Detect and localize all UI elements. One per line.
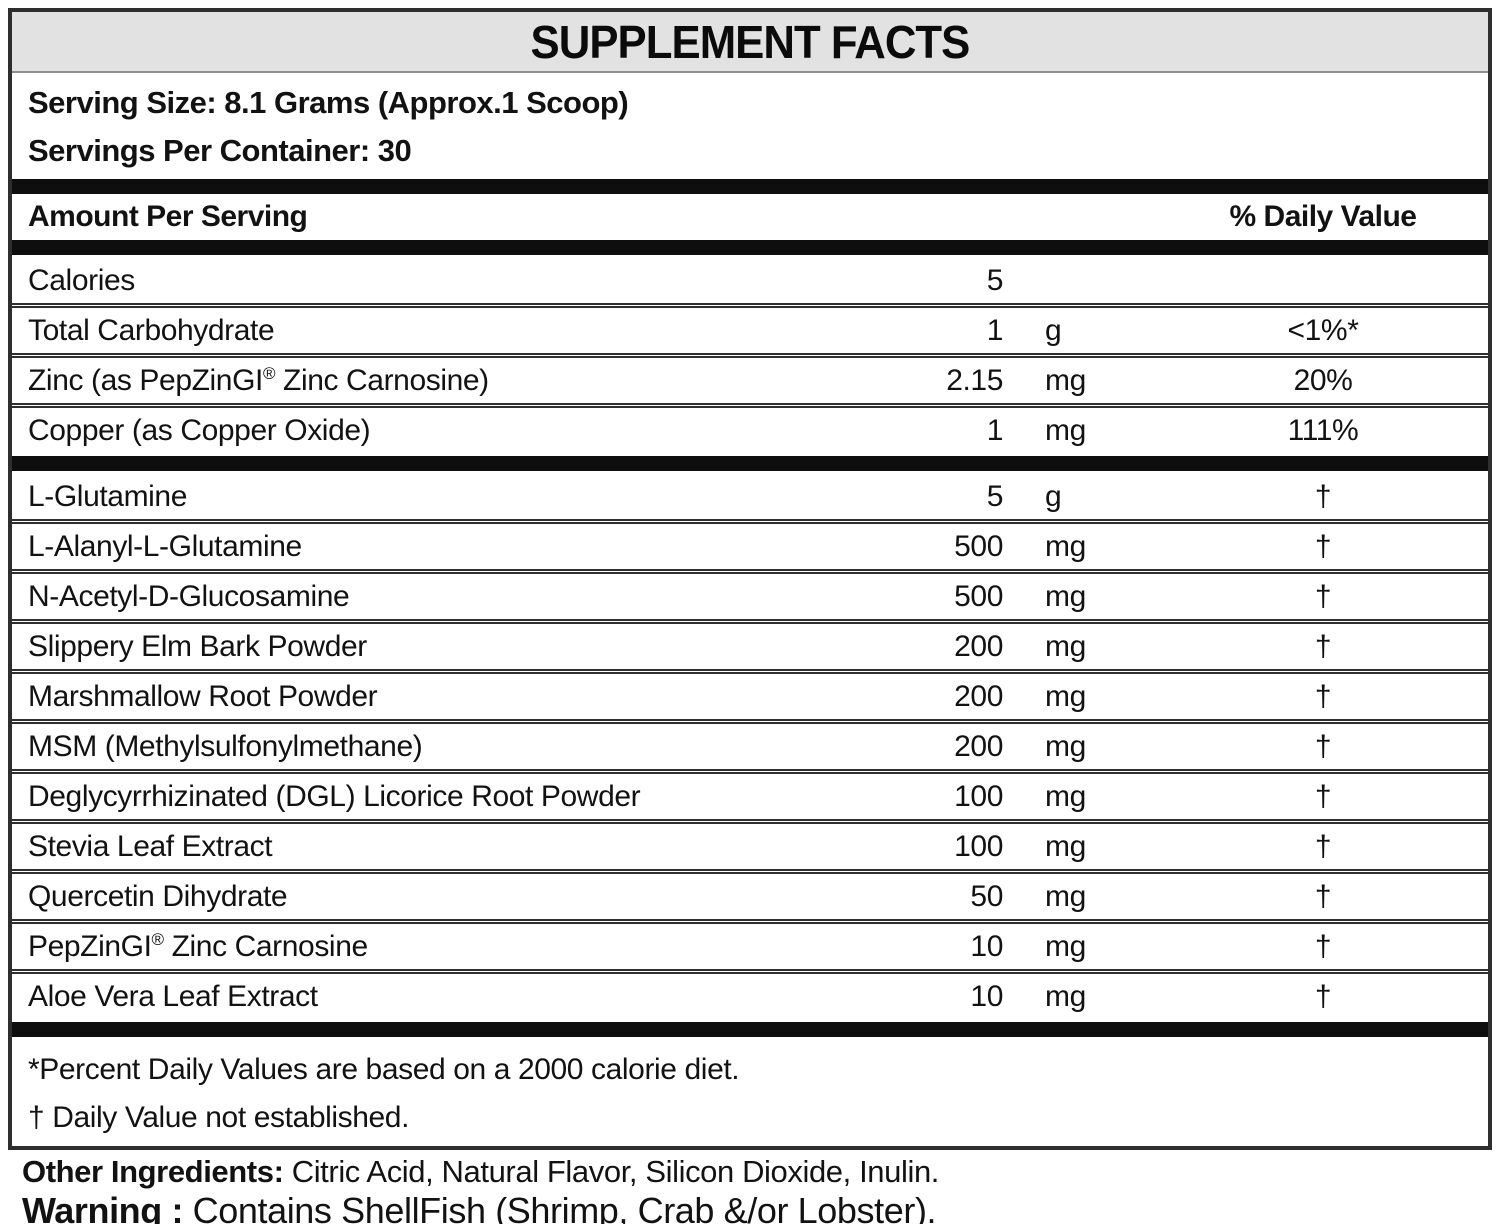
table-row: L-Alanyl-L-Glutamine 500 mg † (12, 519, 1488, 569)
warning-label: Warning : (22, 1190, 184, 1224)
ingredient-name: MSM (Methylsulfonylmethane) (28, 729, 423, 763)
ingredient-unit: mg (1045, 629, 1086, 663)
ingredient-name: Copper (as Copper Oxide) (28, 413, 371, 447)
ingredient-daily-value: † (1314, 679, 1332, 713)
divider-bar (12, 1022, 1488, 1037)
ingredient-name: N-Acetyl-D-Glucosamine (28, 579, 350, 613)
warning-line: Warning : Contains ShellFish (Shrimp, Cr… (22, 1190, 1492, 1224)
ingredient-name: Deglycyrrhizinated (DGL) Licorice Root P… (28, 779, 641, 813)
ingredient-unit: mg (1045, 413, 1086, 447)
ingredient-daily-value: 20% (1293, 363, 1353, 397)
ingredient-amount: 500 (954, 579, 1003, 613)
ingredient-daily-value: † (1314, 729, 1332, 763)
panel-title: SUPPLEMENT FACTS (530, 15, 971, 68)
ingredient-name: Slippery Elm Bark Powder (28, 629, 367, 663)
dv-not-established-footnote: † Daily Value not established. (28, 1101, 410, 1134)
table-row: Slippery Elm Bark Powder 200 mg † (12, 619, 1488, 669)
ingredient-section: L-Glutamine 5 g † L-Alanyl-L-Glutamine 5… (12, 474, 1488, 1019)
ingredient-unit: mg (1045, 679, 1086, 713)
daily-value-header: % Daily Value (1229, 200, 1417, 233)
ingredient-daily-value: † (1314, 479, 1332, 513)
ingredient-amount: 100 (954, 829, 1003, 863)
percent-dv-footnote: *Percent Daily Values are based on a 200… (28, 1053, 740, 1086)
table-row: L-Glutamine 5 g † (12, 474, 1488, 519)
ingredient-daily-value: † (1314, 979, 1332, 1013)
ingredient-daily-value: † (1314, 579, 1332, 613)
ingredient-name: Aloe Vera Leaf Extract (28, 979, 318, 1013)
footnotes: *Percent Daily Values are based on a 200… (12, 1040, 1488, 1146)
table-row: MSM (Methylsulfonylmethane) 200 mg † (12, 719, 1488, 769)
ingredient-unit: mg (1045, 579, 1086, 613)
other-ingredients-label: Other Ingredients: (22, 1154, 284, 1189)
servings-per-container: Servings Per Container: 30 (28, 133, 412, 168)
table-row: Stevia Leaf Extract 100 mg † (12, 819, 1488, 869)
divider-bar (12, 179, 1488, 194)
serving-size: Serving Size: 8.1 Grams (Approx.1 Scoop) (28, 85, 629, 120)
ingredient-daily-value: 111% (1287, 413, 1359, 447)
below-panel-text: Other Ingredients: Citric Acid, Natural … (8, 1154, 1492, 1224)
amount-per-serving-header: Amount Per Serving (28, 200, 308, 233)
nutrient-section: Calories 5 Total Carbohydrate 1 g <1%* Z… (12, 258, 1488, 453)
ingredient-unit: mg (1045, 779, 1086, 813)
ingredient-name: Marshmallow Root Powder (28, 679, 378, 713)
table-row: Calories 5 (12, 258, 1488, 303)
table-row: Deglycyrrhizinated (DGL) Licorice Root P… (12, 769, 1488, 819)
ingredient-amount: 10 (970, 929, 1003, 963)
ingredient-amount: 50 (970, 879, 1003, 913)
table-row: N-Acetyl-D-Glucosamine 500 mg † (12, 569, 1488, 619)
ingredient-unit: g (1045, 313, 1062, 347)
table-row: Copper (as Copper Oxide) 1 mg 111% (12, 403, 1488, 453)
ingredient-name: Stevia Leaf Extract (28, 829, 273, 863)
table-row: PepZinGI® Zinc Carnosine 10 mg † (12, 919, 1488, 969)
ingredient-unit: mg (1045, 929, 1086, 963)
ingredient-amount: 200 (954, 729, 1003, 763)
table-row: Aloe Vera Leaf Extract 10 mg † (12, 969, 1488, 1019)
ingredient-unit: mg (1045, 829, 1086, 863)
ingredient-name: Quercetin Dihydrate (28, 879, 288, 913)
ingredient-amount: 200 (954, 679, 1003, 713)
ingredient-unit: mg (1045, 879, 1086, 913)
ingredient-amount: 10 (970, 979, 1003, 1013)
ingredient-amount: 500 (954, 529, 1003, 563)
ingredient-daily-value: <1%* (1287, 313, 1359, 347)
ingredient-name: Zinc (as PepZinGI® Zinc Carnosine) (28, 363, 489, 397)
ingredient-amount: 100 (954, 779, 1003, 813)
ingredient-daily-value: † (1314, 629, 1332, 663)
ingredient-amount: 2.15 (946, 363, 1003, 397)
ingredient-unit: mg (1045, 979, 1086, 1013)
ingredient-amount: 1 (986, 313, 1004, 347)
table-row: Marshmallow Root Powder 200 mg † (12, 669, 1488, 719)
ingredient-daily-value: † (1314, 529, 1332, 563)
ingredient-unit: mg (1045, 529, 1086, 563)
ingredient-daily-value: † (1314, 929, 1332, 963)
ingredient-unit: mg (1045, 729, 1086, 763)
ingredient-name: PepZinGI® Zinc Carnosine (28, 929, 368, 963)
ingredient-name: L-Glutamine (28, 479, 188, 513)
divider-bar (12, 240, 1488, 255)
title-band: SUPPLEMENT FACTS (12, 12, 1488, 73)
table-row: Quercetin Dihydrate 50 mg † (12, 869, 1488, 919)
serving-info: Serving Size: 8.1 Grams (Approx.1 Scoop)… (12, 73, 1488, 177)
table-row: Zinc (as PepZinGI® Zinc Carnosine) 2.15 … (12, 353, 1488, 403)
ingredient-unit: mg (1045, 363, 1086, 397)
divider-bar (12, 456, 1488, 471)
column-header-row: Amount Per Serving % Daily Value (12, 197, 1488, 237)
ingredient-amount: 5 (986, 263, 1004, 297)
ingredient-daily-value: † (1314, 879, 1332, 913)
ingredient-amount: 5 (986, 479, 1004, 513)
ingredient-daily-value: † (1314, 829, 1332, 863)
ingredient-name: L-Alanyl-L-Glutamine (28, 529, 302, 563)
ingredient-unit: g (1045, 479, 1062, 513)
ingredient-name: Total Carbohydrate (28, 313, 275, 347)
ingredient-name: Calories (28, 263, 135, 297)
supplement-facts-panel: SUPPLEMENT FACTS Serving Size: 8.1 Grams… (8, 8, 1492, 1150)
warning-text: Contains ShellFish (Shrimp, Crab &/or Lo… (183, 1190, 937, 1224)
ingredient-amount: 1 (986, 413, 1004, 447)
other-ingredients-line: Other Ingredients: Citric Acid, Natural … (22, 1154, 1492, 1190)
table-row: Total Carbohydrate 1 g <1%* (12, 303, 1488, 353)
ingredient-amount: 200 (954, 629, 1003, 663)
other-ingredients-text: Citric Acid, Natural Flavor, Silicon Dio… (283, 1154, 940, 1189)
ingredient-daily-value: † (1314, 779, 1332, 813)
